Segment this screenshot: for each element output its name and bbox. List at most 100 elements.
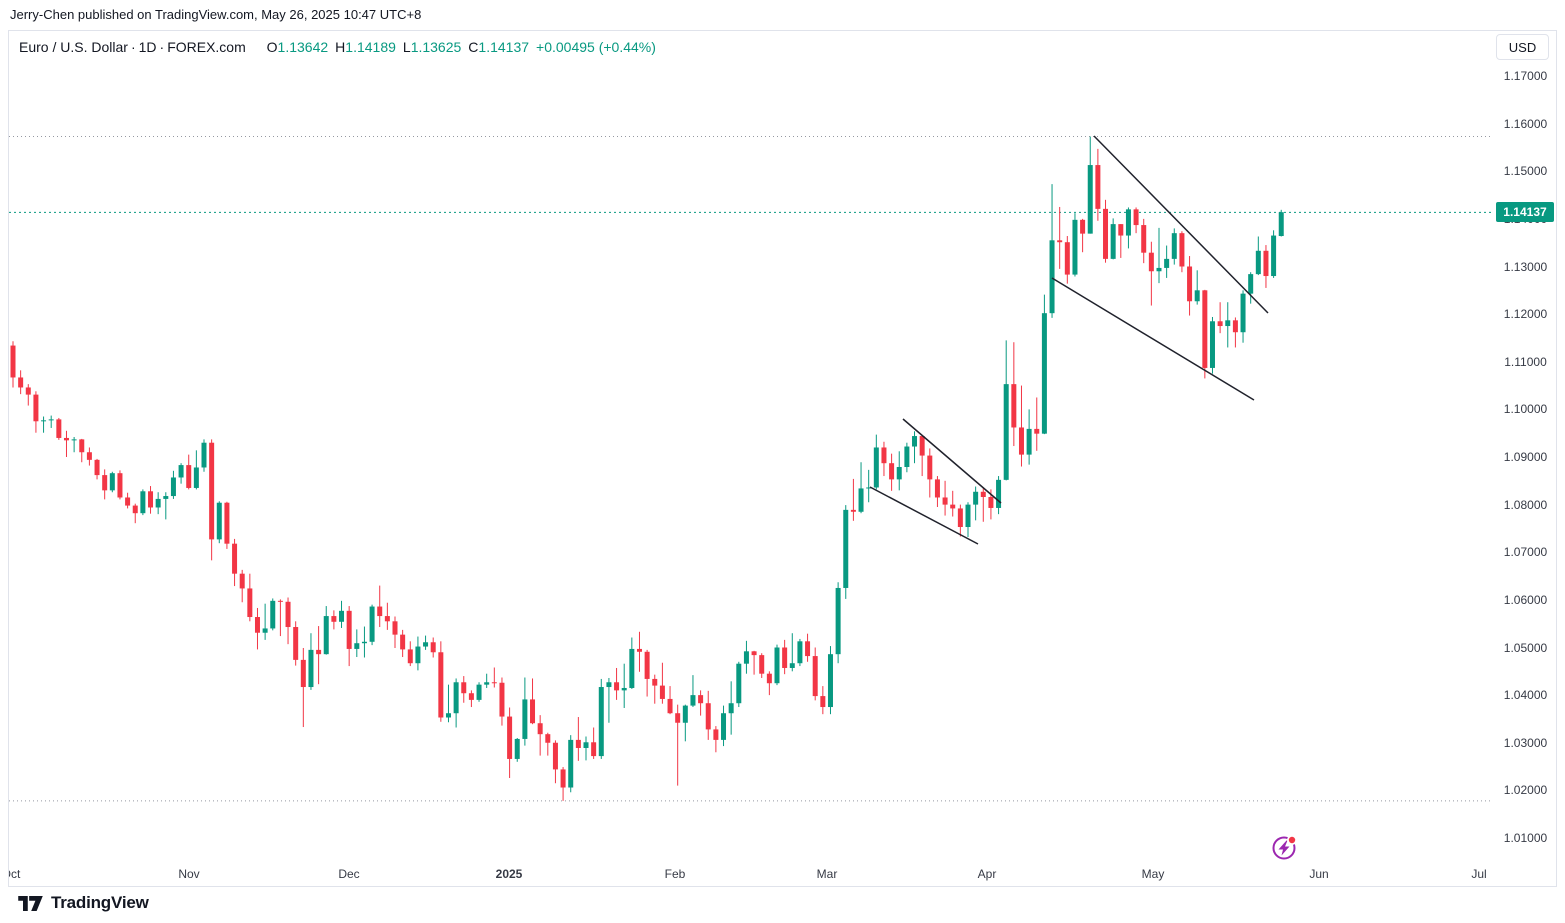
candle-body xyxy=(247,588,253,618)
candle-body xyxy=(820,696,826,708)
candle-body xyxy=(789,663,795,668)
candle-body xyxy=(10,345,16,378)
candle-body xyxy=(1156,267,1162,272)
candle-body xyxy=(1103,208,1109,259)
candle-body xyxy=(155,498,161,508)
candle-body xyxy=(445,713,451,718)
candle-body xyxy=(339,610,345,622)
candle-body xyxy=(94,459,100,476)
candle-body xyxy=(636,648,642,652)
candle-body xyxy=(980,491,986,498)
candle-body xyxy=(957,508,963,528)
candle-body xyxy=(904,446,910,468)
candle-body xyxy=(812,656,818,697)
candle-body xyxy=(705,703,711,730)
candle-body xyxy=(766,673,772,684)
candle-body xyxy=(728,703,734,714)
candle-body xyxy=(1049,240,1055,314)
trendline-annotation xyxy=(1093,135,1269,314)
candle-body xyxy=(148,491,154,508)
spark-circle-icon xyxy=(1272,836,1296,860)
candle-body xyxy=(224,502,230,544)
candle-body xyxy=(736,663,742,704)
candle-body xyxy=(850,509,856,512)
price-axis-label: 1.16000 xyxy=(1503,116,1548,131)
candle-body xyxy=(254,617,260,633)
trendline-annotation xyxy=(1051,277,1255,401)
candle-body xyxy=(1057,240,1063,243)
candle-body xyxy=(514,738,520,759)
candle-body xyxy=(614,682,620,691)
candle-body xyxy=(912,436,918,447)
candle-body xyxy=(300,659,306,688)
symbol-title[interactable]: Euro / U.S. Dollar xyxy=(19,39,128,55)
price-axis-label: 1.03000 xyxy=(1503,735,1548,750)
price-axis-label: 1.12000 xyxy=(1503,307,1548,322)
lightning-bolt-icon xyxy=(1278,840,1290,856)
candle-body xyxy=(1072,219,1078,275)
candle-body xyxy=(453,682,459,714)
candle-body xyxy=(743,651,749,664)
time-axis[interactable]: Oct Nov Dec 2025 Feb Mar Apr May Jun Jul xyxy=(9,861,1556,886)
candle-body xyxy=(484,682,490,685)
candle-body xyxy=(965,504,971,528)
candle-body xyxy=(805,641,811,657)
candle-body xyxy=(1148,252,1154,272)
candle-body xyxy=(560,769,566,788)
last-price-badge: 1.14137 xyxy=(1496,202,1554,223)
candle-body xyxy=(591,742,597,757)
close-value: 1.14137 xyxy=(478,39,530,55)
candle-body xyxy=(1202,290,1208,368)
candle-body xyxy=(843,509,849,588)
candle-body xyxy=(996,479,1002,508)
tradingview-logo-text: TradingView xyxy=(51,893,149,912)
candle-body xyxy=(193,467,199,488)
candle-body xyxy=(239,573,245,589)
candle-body xyxy=(606,682,612,688)
candle-body xyxy=(537,723,543,735)
candle-body xyxy=(1064,242,1070,275)
exchange-label[interactable]: FOREX.com xyxy=(167,39,246,55)
currency-unit-button[interactable]: USD xyxy=(1496,34,1549,60)
candle-body xyxy=(316,649,322,655)
candle-body xyxy=(308,649,314,688)
candle-body xyxy=(392,621,398,635)
candle-body xyxy=(866,487,872,489)
candle-body xyxy=(1133,209,1139,226)
open-label: O xyxy=(266,39,278,55)
high-label: H xyxy=(335,39,346,55)
spark-icon[interactable] xyxy=(1271,835,1297,861)
candle-body xyxy=(1217,321,1223,327)
low-label: L xyxy=(402,39,411,55)
separator-dot: · xyxy=(130,39,136,55)
candle-body xyxy=(277,600,283,602)
candle-body xyxy=(659,685,665,699)
candle-body xyxy=(438,652,444,718)
chart-container: Euro / U.S. Dollar · 1D · FOREX.com O1.13642… xyxy=(8,30,1557,887)
time-axis-label: Jun xyxy=(1309,867,1329,881)
candle-body xyxy=(1232,320,1238,333)
candle-body xyxy=(675,713,681,723)
candle-body xyxy=(400,634,406,650)
interval-label[interactable]: 1D xyxy=(138,39,157,55)
candle-body xyxy=(942,497,948,505)
candle-body xyxy=(423,642,429,647)
time-axis-label: Apr xyxy=(977,867,997,881)
price-axis-label: 1.01000 xyxy=(1503,831,1548,845)
tradingview-logo[interactable]: TradingView xyxy=(18,893,149,913)
candle-body xyxy=(973,491,979,505)
price-axis-label: 1.10000 xyxy=(1503,402,1548,417)
candle-body xyxy=(33,394,39,422)
candle-body xyxy=(63,437,69,441)
price-chart-canvas[interactable] xyxy=(9,31,1493,861)
candle-body xyxy=(1095,165,1101,209)
candle-body xyxy=(140,491,146,514)
price-axis[interactable]: 1.170001.160001.150001.140001.130001.120… xyxy=(1493,31,1556,861)
symbol-header[interactable]: Euro / U.S. Dollar · 1D · FOREX.com O1.13642… xyxy=(19,39,656,55)
candle-body xyxy=(1248,274,1254,294)
candle-body xyxy=(1187,266,1193,302)
tradingview-logo-icon xyxy=(18,895,43,911)
candle-body xyxy=(499,682,505,717)
candle-body xyxy=(323,616,329,655)
price-axis-label: 1.02000 xyxy=(1503,783,1548,798)
